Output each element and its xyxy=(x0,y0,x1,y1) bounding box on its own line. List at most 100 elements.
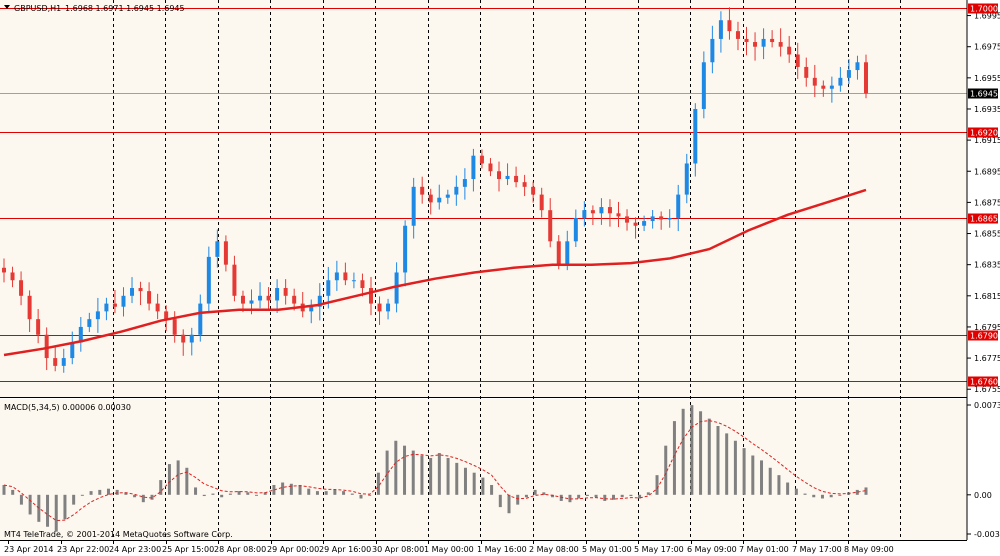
macd-bar xyxy=(437,453,441,495)
macd-bar xyxy=(281,482,285,495)
candle-body xyxy=(275,288,280,301)
candle-body xyxy=(394,272,399,304)
macd-bar xyxy=(106,488,110,495)
candle-body xyxy=(44,334,49,359)
candle-body xyxy=(573,217,578,242)
candle-body xyxy=(846,70,851,78)
candle-body xyxy=(326,280,331,296)
candle-body xyxy=(838,77,843,86)
macd-bar xyxy=(2,484,6,495)
candle-body xyxy=(633,222,638,226)
level-label-bg xyxy=(968,376,998,387)
macd-bar xyxy=(211,493,215,495)
macd-bar xyxy=(498,494,502,508)
macd-bar xyxy=(167,464,171,495)
macd-bar xyxy=(403,445,407,495)
time-tick-label: 1 May 16:00 xyxy=(477,545,527,554)
macd-bar xyxy=(751,455,755,495)
candle-body xyxy=(650,216,655,222)
macd-bar xyxy=(19,494,23,505)
candle-body xyxy=(138,288,143,292)
candle-body xyxy=(744,38,749,43)
candle-body xyxy=(377,303,382,312)
time-tick-label: 23 Apr 22:00 xyxy=(57,545,109,554)
macd-bar xyxy=(716,426,720,495)
candle-body xyxy=(701,62,706,109)
macd-bar xyxy=(594,494,598,498)
candle-body xyxy=(462,179,467,187)
macd-bar xyxy=(629,494,633,497)
current-price-label: 1.6945 xyxy=(970,90,998,99)
candle-body xyxy=(78,326,83,343)
candle-body xyxy=(556,241,561,265)
macd-bar xyxy=(725,433,729,495)
macd-bar xyxy=(481,477,485,495)
candle-body xyxy=(821,85,826,89)
candle-body xyxy=(855,62,860,71)
price-tick-label: 1.6995 xyxy=(974,12,1000,21)
candle-body xyxy=(437,197,442,203)
macd-bar xyxy=(124,492,128,495)
macd-bar xyxy=(359,494,363,499)
candle-body xyxy=(411,186,416,226)
candle-body xyxy=(718,20,723,39)
candle-body xyxy=(317,295,322,307)
candle-body xyxy=(488,163,493,172)
macd-bar xyxy=(463,467,467,495)
macd-histogram xyxy=(2,405,868,532)
macd-bar xyxy=(185,467,189,495)
time-axis: 23 Apr 2014 23 Apr 22:00 24 Apr 23:00 25 Ap… xyxy=(4,540,894,554)
candle-body xyxy=(181,334,186,343)
candle-body xyxy=(104,303,109,312)
dropdown-arrow-icon[interactable] xyxy=(4,5,10,9)
candle-body xyxy=(215,241,220,257)
candle-body xyxy=(334,272,339,281)
time-tick-label: 28 Apr 08:00 xyxy=(214,545,266,554)
macd-bar xyxy=(98,489,102,495)
macd-bar xyxy=(376,472,380,495)
level-label: 1.6920 xyxy=(970,129,998,138)
price-tick-label: 1.6955 xyxy=(974,74,1000,83)
macd-bar xyxy=(733,440,737,495)
macd-bar xyxy=(307,488,311,495)
candle-body xyxy=(471,155,476,180)
candle-body xyxy=(206,256,211,304)
candle-body xyxy=(70,342,75,359)
macd-bar xyxy=(707,418,711,495)
macd-header: MACD(5,34,5) 0.00006 0.00030 xyxy=(4,403,131,412)
macd-bar xyxy=(80,494,84,496)
time-tick-label: 6 May 09:00 xyxy=(687,545,737,554)
candles xyxy=(2,7,868,373)
time-tick-label: 5 May 17:00 xyxy=(634,545,684,554)
symbol-label: GBPUSD,H1 xyxy=(14,4,61,13)
macd-bar xyxy=(46,494,50,527)
candle-body xyxy=(659,216,664,220)
candle-body xyxy=(283,288,288,296)
candle-body xyxy=(514,175,519,183)
candle-body xyxy=(642,221,647,226)
candle-body xyxy=(420,186,425,195)
level-label: 1.6790 xyxy=(970,332,998,341)
candle-body xyxy=(172,319,177,335)
candle-body xyxy=(164,311,169,320)
candle-body xyxy=(787,46,792,55)
macd-bar xyxy=(786,482,790,495)
level-label: 1.6865 xyxy=(970,215,998,224)
candle-body xyxy=(27,295,32,320)
macd-bar xyxy=(542,492,546,495)
candle-body xyxy=(522,182,527,187)
level-lines[interactable] xyxy=(0,8,967,382)
macd-bar xyxy=(611,494,615,500)
candle-body xyxy=(770,38,775,43)
macd-bar xyxy=(551,494,555,498)
ohlc-label: 1.6968 1.6971 1.6945 1.6945 xyxy=(65,4,185,13)
macd-bar xyxy=(237,491,241,495)
candle-body xyxy=(95,311,100,320)
macd-bar xyxy=(385,450,389,495)
macd-bar xyxy=(664,445,668,495)
macd-bar xyxy=(141,494,145,503)
macd-bar xyxy=(54,494,58,532)
candle-body xyxy=(804,66,809,78)
macd-bar xyxy=(655,475,659,495)
